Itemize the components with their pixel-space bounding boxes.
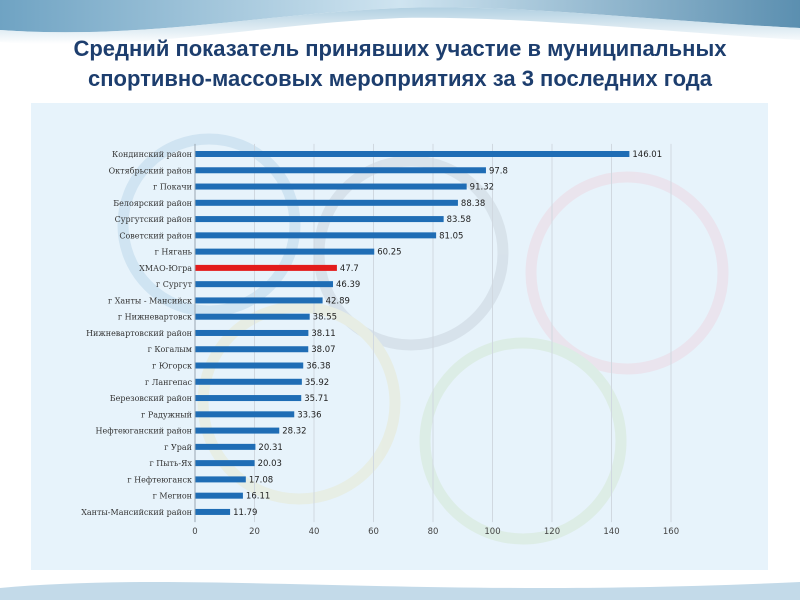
bar <box>195 362 304 369</box>
category-label: г Сургут <box>156 280 193 289</box>
category-label: ХМАО-Югра <box>139 264 192 273</box>
data-label: 60.25 <box>377 248 401 258</box>
x-tick-label: 20 <box>249 527 260 537</box>
category-label: г Пыть-Ях <box>149 459 192 468</box>
slide-title: Средний показатель принявших участие в м… <box>73 36 727 91</box>
category-label: г Покачи <box>153 183 192 192</box>
x-tick-label: 80 <box>428 527 439 537</box>
ring-yellow <box>197 301 401 505</box>
category-label: г Лангепас <box>145 378 193 387</box>
bar <box>195 248 375 255</box>
data-label: 88.38 <box>461 199 485 209</box>
category-labels: Кондинский район Октябрьский район г Покач… <box>81 150 192 517</box>
bar <box>195 281 334 288</box>
category-label: г Мегион <box>153 492 192 501</box>
data-label: 35.92 <box>305 378 329 388</box>
ring-blue <box>117 133 301 317</box>
category-label: г Ханты - Мансийск <box>108 296 192 305</box>
bar <box>195 199 458 206</box>
bar <box>195 329 309 336</box>
data-label: 42.89 <box>326 296 350 306</box>
ring-red <box>525 171 729 375</box>
x-axis-ticks: 0 20 40 60 80 100 120 140 160 <box>192 527 679 537</box>
category-label: Советский район <box>119 231 192 240</box>
data-label: 33.36 <box>297 410 321 420</box>
x-tick-label: 120 <box>544 527 560 537</box>
bar <box>195 460 255 467</box>
category-label: Белоярский район <box>113 199 192 208</box>
category-label: Октябрьский район <box>109 166 192 175</box>
x-tick-label: 100 <box>484 527 500 537</box>
ring-green <box>419 337 627 545</box>
bar <box>195 427 280 434</box>
bar <box>195 492 243 499</box>
data-label: 28.32 <box>282 427 306 437</box>
bar <box>195 508 231 515</box>
data-label: 81.05 <box>439 231 463 241</box>
bar <box>195 313 310 320</box>
chart-panel: Кондинский район Октябрьский район г Покач… <box>31 103 768 570</box>
data-label: 97.8 <box>489 166 508 176</box>
category-label: Сургутский район <box>115 215 192 224</box>
category-label: Ханты-Мансийский район <box>81 508 192 517</box>
bar <box>195 297 323 304</box>
category-label: г Радужный <box>141 410 192 419</box>
data-label: 35.71 <box>304 394 328 404</box>
bar <box>195 443 256 450</box>
data-label: 47.7 <box>340 264 359 274</box>
data-label: 17.08 <box>249 475 273 485</box>
bar <box>195 395 302 402</box>
bar <box>195 216 444 223</box>
data-label: 83.58 <box>447 215 471 225</box>
footer-swoosh <box>0 582 800 600</box>
x-tick-label: 160 <box>663 527 679 537</box>
x-tick-label: 40 <box>309 527 320 537</box>
category-label: Нефтеюганский район <box>96 427 192 436</box>
bar <box>195 151 630 157</box>
bar <box>195 411 295 418</box>
data-label: 20.03 <box>258 459 282 469</box>
value-labels: 146.01 97.8 91.32 88.38 83.58 81.05 60.25 47.7 4… <box>233 150 662 518</box>
category-label: г Югорск <box>152 362 192 371</box>
data-label: 146.01 <box>632 150 662 160</box>
bar <box>195 167 486 174</box>
category-label: Нижневартовский район <box>86 329 192 338</box>
category-label: Березовский район <box>110 394 192 403</box>
data-label: 20.31 <box>258 443 282 453</box>
x-tick-label: 0 <box>192 527 197 537</box>
data-label: 38.55 <box>313 313 337 323</box>
data-label: 38.11 <box>311 329 335 339</box>
data-label: 11.79 <box>233 508 257 518</box>
bar <box>195 232 437 239</box>
x-tick-label: 140 <box>603 527 619 537</box>
data-label: 91.32 <box>470 183 494 193</box>
category-label: г Урай <box>164 443 192 452</box>
category-label: г Нягань <box>155 248 193 257</box>
bar-chart: Кондинский район Октябрьский район г Покач… <box>81 133 729 545</box>
bar-highlight <box>195 264 337 271</box>
header-swoosh-light <box>0 7 800 45</box>
data-label: 36.38 <box>306 362 330 372</box>
bar <box>195 476 246 483</box>
bar <box>195 183 467 190</box>
data-label: 16.11 <box>246 492 270 502</box>
bar <box>195 346 309 353</box>
category-label: г Нефтеюганск <box>127 475 192 484</box>
category-label: Кондинский район <box>112 150 192 159</box>
x-tick-label: 60 <box>368 527 379 537</box>
category-label: г Когалым <box>148 345 192 354</box>
bars <box>195 151 630 515</box>
category-label: г Нижневартовск <box>118 313 192 322</box>
data-label: 46.39 <box>336 280 360 290</box>
bar <box>195 378 302 385</box>
header-swoosh <box>0 0 800 33</box>
data-label: 38.07 <box>311 345 335 355</box>
